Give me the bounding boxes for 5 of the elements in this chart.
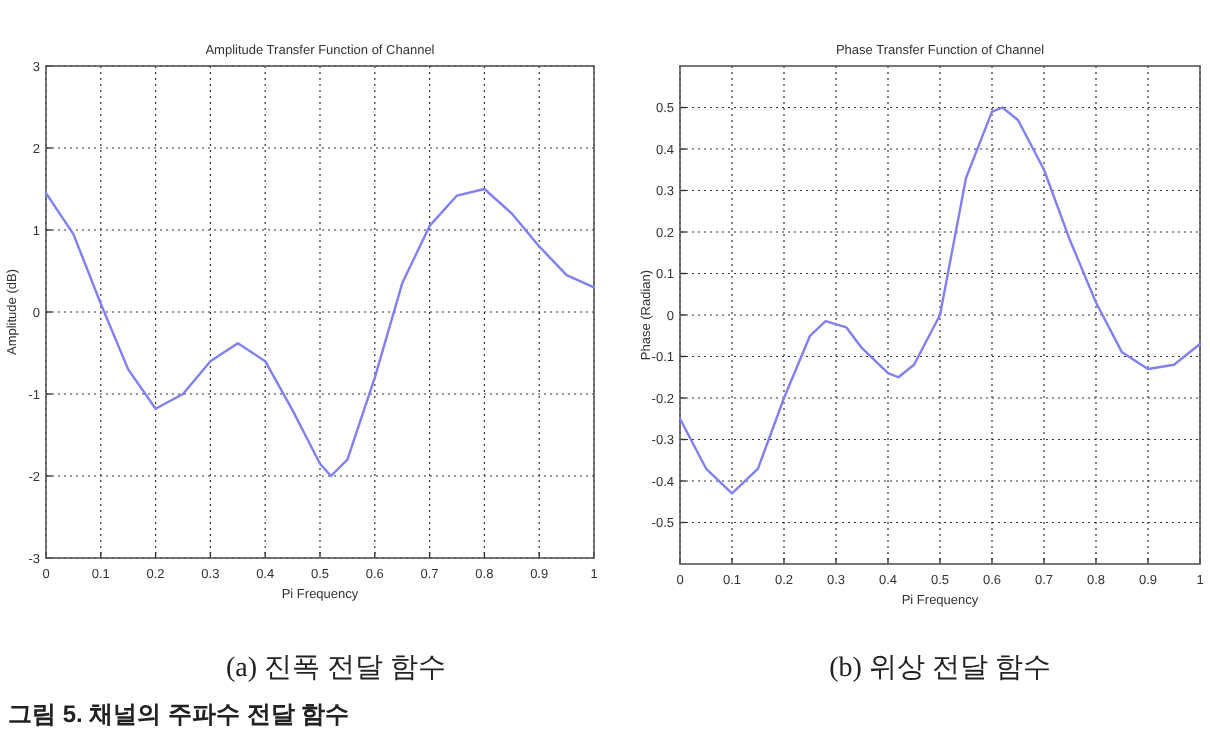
- caption: 그림 5. 채널의 주파수 전달 함수: [8, 700, 350, 728]
- line-series: [44, 187, 596, 478]
- line-series: [678, 106, 1202, 495]
- text: (a) 진폭 전달 함수: [225, 654, 447, 684]
- text: (b) 위상 전달 함수: [829, 654, 1051, 684]
